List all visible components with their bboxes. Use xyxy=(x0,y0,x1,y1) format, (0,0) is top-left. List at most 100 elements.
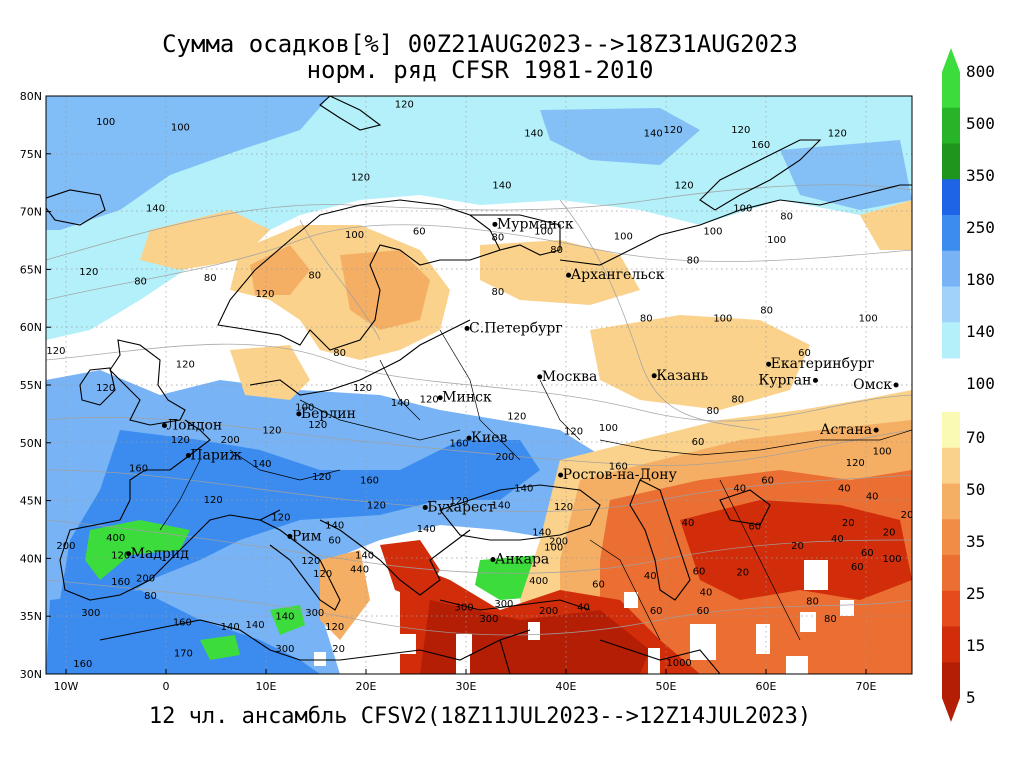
city-marker xyxy=(437,395,443,401)
contour-label: 120 xyxy=(450,496,469,507)
legend-swatch-upper xyxy=(942,286,960,323)
contour-label: 120 xyxy=(204,495,223,506)
coast-turkey-south xyxy=(439,599,591,611)
contour-label: 80 xyxy=(824,614,837,625)
legend-swatch-lower xyxy=(942,555,960,592)
contour-label: 200 xyxy=(221,435,240,446)
contour-label: 20 xyxy=(901,510,914,521)
borders xyxy=(159,329,912,641)
contour-label: 120 xyxy=(301,556,320,567)
contour-label: 140 xyxy=(524,128,543,139)
city-label: Ростов-на-Дону xyxy=(563,467,678,483)
contour-label: 120 xyxy=(351,172,370,183)
contour-label: 160 xyxy=(73,659,92,670)
legend-swatch-upper xyxy=(942,215,960,252)
contour-label: 60 xyxy=(748,522,761,533)
contour-label: 120 xyxy=(564,427,583,438)
contour-label: 60 xyxy=(851,562,864,573)
contour-label: 300 xyxy=(455,602,474,613)
contour-label: 80 xyxy=(308,271,321,282)
contour-label: 120 xyxy=(271,512,290,523)
contour-label: 20 xyxy=(332,644,345,655)
city-marker xyxy=(287,533,293,539)
field-red-kazakhstan xyxy=(680,500,912,600)
lon-tick-label: 40E xyxy=(556,680,577,693)
city-label: Курган xyxy=(758,372,811,388)
contour-label: 300 xyxy=(479,614,498,625)
contour-label: 140 xyxy=(391,398,410,409)
legend-swatch-upper xyxy=(942,250,960,287)
lon-tick-label: 10W xyxy=(54,680,79,693)
contour-label: 100 xyxy=(703,227,722,238)
legend-label: 350 xyxy=(966,166,995,185)
lon-tick-label: 10E xyxy=(256,680,277,693)
field-cream-volga xyxy=(590,315,810,410)
coast-uk xyxy=(109,339,186,426)
lon-tick-label: 20E xyxy=(356,680,377,693)
city-marker xyxy=(492,221,498,227)
lat-tick-label: 80N xyxy=(20,90,42,103)
city-label: Москва xyxy=(542,369,598,385)
legend-swatch-lower xyxy=(942,447,960,484)
city-marker xyxy=(566,272,572,278)
coast-russia-north xyxy=(559,184,912,266)
city-label: Мурманск xyxy=(497,216,574,232)
footer-caption: 12 чл. ансамбль CFSV2(18Z11JUL2023-->12Z… xyxy=(148,704,812,729)
field-orange-sweden xyxy=(340,250,430,330)
lat-tick-label: 40N xyxy=(20,552,42,565)
field-cream-baltic xyxy=(230,345,310,400)
coast-aral xyxy=(719,489,771,526)
lat-tick-label: 70N xyxy=(20,206,42,219)
lon-tick-label: 60E xyxy=(756,680,777,693)
contour-label: 80 xyxy=(707,406,720,417)
lat-tick-label: 65N xyxy=(20,263,42,276)
legend-swatch-upper xyxy=(942,107,960,144)
coast-africa-north xyxy=(99,619,531,661)
contour-label: 140 xyxy=(492,180,511,191)
contour-label: 80 xyxy=(760,305,773,316)
coast-baltic xyxy=(249,319,471,396)
field-green-iberia xyxy=(85,520,190,580)
contour-label: 440 xyxy=(350,564,369,575)
contour-label: 300 xyxy=(494,599,513,610)
contour-label: 20 xyxy=(736,568,749,579)
lon-tick-label: 30E xyxy=(456,680,477,693)
contour-label: 80 xyxy=(640,313,653,324)
contour-label: 200 xyxy=(539,606,558,617)
title-line-2: норм. ряд CFSR 1981-2010 xyxy=(306,56,654,84)
field-mid-blue-east xyxy=(780,140,912,210)
contour-label: 200 xyxy=(56,541,75,552)
field-light-blue-north xyxy=(46,96,912,340)
contour-label: 300 xyxy=(305,608,324,619)
contour-label: 200 xyxy=(495,452,514,463)
lat-tick-label: 30N xyxy=(20,668,42,681)
coastlines xyxy=(46,96,912,674)
contour-label: 300 xyxy=(81,608,100,619)
contour-label: 40 xyxy=(838,483,851,494)
contour-label: 80 xyxy=(806,597,819,608)
legend-label: 250 xyxy=(966,218,995,237)
contour-label: 80 xyxy=(333,348,346,359)
city-marker xyxy=(490,557,496,563)
contour-label: 60 xyxy=(798,348,811,359)
legend-label: 25 xyxy=(966,584,986,603)
contour-label: 60 xyxy=(413,227,426,238)
contour-label: 120 xyxy=(312,472,331,483)
coast-ireland xyxy=(79,367,116,406)
contour-label: 120 xyxy=(731,125,750,136)
contour-label: 120 xyxy=(46,346,65,357)
contour-label: 140 xyxy=(221,622,240,633)
field-green-tunisia xyxy=(200,635,240,660)
lat-tick-label: 45N xyxy=(20,495,42,508)
contour-label: 120 xyxy=(79,267,98,278)
city-label: Минск xyxy=(442,390,492,406)
contour-label: 140 xyxy=(514,483,533,494)
contour-label: 20 xyxy=(883,527,896,538)
city-label: Киев xyxy=(471,430,507,446)
city-marker xyxy=(466,435,472,441)
coast-caspian xyxy=(629,479,691,601)
city-label: Рим xyxy=(292,528,322,544)
contour-label: 300 xyxy=(275,644,294,655)
city-label: Мадрид xyxy=(131,546,190,562)
lat-tick-label: 75N xyxy=(20,148,42,161)
